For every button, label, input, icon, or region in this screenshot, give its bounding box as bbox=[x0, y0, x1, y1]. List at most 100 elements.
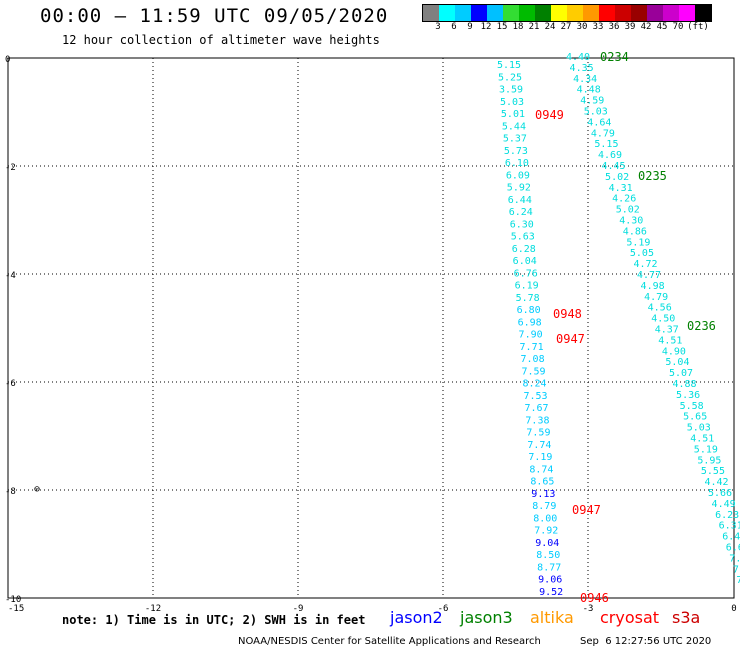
wave-height-value: 8.65 bbox=[530, 477, 554, 488]
altimeter-pass-west: 5.155.25 3.595.035.015.44 5.375.736.106.09… bbox=[497, 60, 563, 598]
wave-height-value: 8.79 bbox=[532, 501, 556, 512]
wave-height-value: 4.56 bbox=[648, 303, 672, 314]
scale-label: 30 bbox=[576, 22, 588, 32]
map-title: 00:00 – 11:59 UTC 09/05/2020 bbox=[40, 5, 389, 27]
wave-height-value: 4.48 bbox=[577, 85, 601, 96]
wave-height-value: 9.52 bbox=[539, 587, 563, 598]
wave-height-value: 8.77 bbox=[537, 562, 561, 573]
wave-height-value: 9.04 bbox=[535, 538, 559, 549]
wave-height-value: 5.25 bbox=[498, 72, 522, 83]
wave-height-value: 5.78 bbox=[516, 293, 540, 304]
wave-height-value: 7.90 bbox=[519, 330, 543, 341]
scale-label: 9 bbox=[467, 22, 473, 32]
wave-height-value: 5.03 bbox=[500, 97, 524, 108]
wave-height-value: 5.01 bbox=[501, 109, 525, 120]
wave-height-value: 7.71 bbox=[520, 342, 544, 353]
scale-label: 15 bbox=[496, 22, 508, 32]
scale-swatch-6 bbox=[519, 5, 535, 21]
wave-height-value: 6.98 bbox=[518, 317, 542, 328]
generated-timestamp: Sep 6 12:27:56 UTC 2020 bbox=[580, 636, 712, 647]
legend-s3a: s3a bbox=[672, 608, 701, 627]
wave-height-value: 6.10 bbox=[505, 158, 529, 169]
wave-height-value: 6.76 bbox=[514, 268, 538, 279]
wave-height-value: 5.07 bbox=[669, 368, 693, 379]
wave-height-value: 5.02 bbox=[605, 172, 629, 183]
wave-height-value: 5.02 bbox=[616, 205, 640, 216]
wave-height-value: 4.79 bbox=[591, 128, 615, 139]
wave-height-value: 4.69 bbox=[598, 150, 622, 161]
wave-height-value: 4.90 bbox=[662, 346, 686, 357]
wave-height-value: 3.59 bbox=[499, 85, 523, 96]
color-scale-bar bbox=[422, 4, 712, 22]
wave-height-value: 4.72 bbox=[633, 259, 657, 270]
wave-height-value: 4.37 bbox=[655, 325, 679, 336]
scale-swatch-0 bbox=[423, 5, 439, 21]
scale-label: 6 bbox=[451, 22, 457, 32]
wave-height-value: 8.00 bbox=[533, 513, 557, 524]
wave-height-value: 5.63 bbox=[511, 232, 535, 243]
wave-height-value: 5.37 bbox=[503, 134, 527, 145]
wave-height-value: 5.15 bbox=[497, 60, 521, 71]
scale-swatch-15 bbox=[663, 5, 679, 21]
wave-height-value: 4.30 bbox=[619, 216, 643, 227]
wave-height-value: 5.19 bbox=[626, 237, 650, 248]
wave-height-value: 4.26 bbox=[612, 194, 636, 205]
wave-height-value: 4.40 bbox=[566, 52, 590, 63]
wave-height-value: 4.64 bbox=[587, 117, 611, 128]
wave-height-value: 5.03 bbox=[584, 107, 608, 118]
wave-height-value: 5.19 bbox=[694, 444, 718, 455]
wave-height-value: 8.24 bbox=[522, 379, 546, 390]
wave-height-value: 6.47 bbox=[722, 532, 740, 543]
scale-swatch-11 bbox=[599, 5, 615, 21]
wave-height-value: 5.65 bbox=[683, 412, 707, 423]
wave-height-value: 7.05 bbox=[729, 553, 740, 564]
pass-time-label: 0235 bbox=[638, 169, 667, 183]
map-subtitle: 12 hour collection of altimeter wave hei… bbox=[62, 33, 380, 47]
scale-swatch-4 bbox=[487, 5, 503, 21]
wave-height-value: 4.45 bbox=[602, 161, 626, 172]
scale-swatch-1 bbox=[439, 5, 455, 21]
wave-height-value: 5.15 bbox=[594, 139, 618, 150]
pass-time-label: 0948 bbox=[553, 307, 582, 321]
wave-height-value: 4.51 bbox=[690, 434, 714, 445]
wave-height-value: 5.04 bbox=[665, 357, 689, 368]
scale-swatch-5 bbox=[503, 5, 519, 21]
wave-height-value: 9.13 bbox=[531, 489, 555, 500]
wave-height-value: 6.31 bbox=[719, 521, 740, 532]
wave-height-value: 6.09 bbox=[506, 170, 530, 181]
lon-tick-label: -6 bbox=[438, 604, 449, 614]
wave-height-value: 6.28 bbox=[512, 244, 536, 255]
wave-height-value: 7.67 bbox=[524, 403, 548, 414]
lon-tick-label: -15 bbox=[8, 604, 24, 614]
wave-height-value: 6.19 bbox=[515, 281, 539, 292]
lat-tick-label: 0 bbox=[5, 55, 10, 65]
pass-time-label: 0236 bbox=[687, 319, 716, 333]
scale-label: 39 bbox=[624, 22, 636, 32]
scale-swatch-12 bbox=[615, 5, 631, 21]
scale-label: 12 bbox=[480, 22, 492, 32]
scale-label: 70 bbox=[672, 22, 684, 32]
pass-time-label: 0234 bbox=[600, 50, 629, 64]
wave-height-value: 6.66 bbox=[726, 543, 740, 554]
lon-tick-label: -9 bbox=[293, 604, 304, 614]
wave-height-value: 5.92 bbox=[507, 183, 531, 194]
wave-height-value: 4.51 bbox=[658, 335, 682, 346]
wave-height-value: 4.35 bbox=[570, 63, 594, 74]
legend-altika: altika bbox=[530, 608, 574, 627]
wave-height-value: 6.44 bbox=[508, 195, 532, 206]
lon-tick-label: -12 bbox=[145, 604, 161, 614]
wave-height-value: 4.98 bbox=[641, 281, 665, 292]
scale-label: (ft) bbox=[687, 22, 709, 32]
wave-height-value: 4.59 bbox=[580, 96, 604, 107]
wave-height-value: 4.31 bbox=[609, 183, 633, 194]
lat-tick-label: -10 bbox=[5, 595, 21, 605]
wave-height-value: 7.08 bbox=[521, 354, 545, 365]
wave-height-value: 5.95 bbox=[697, 455, 721, 466]
latitude-labels: 0 -2 -4 -6 -8 -10 bbox=[5, 55, 21, 605]
map-frame bbox=[7, 57, 735, 599]
scale-swatch-3 bbox=[471, 5, 487, 21]
scale-label: 21 bbox=[528, 22, 540, 32]
scale-label: 24 bbox=[544, 22, 556, 32]
wave-height-value: 5.66 bbox=[708, 488, 732, 499]
